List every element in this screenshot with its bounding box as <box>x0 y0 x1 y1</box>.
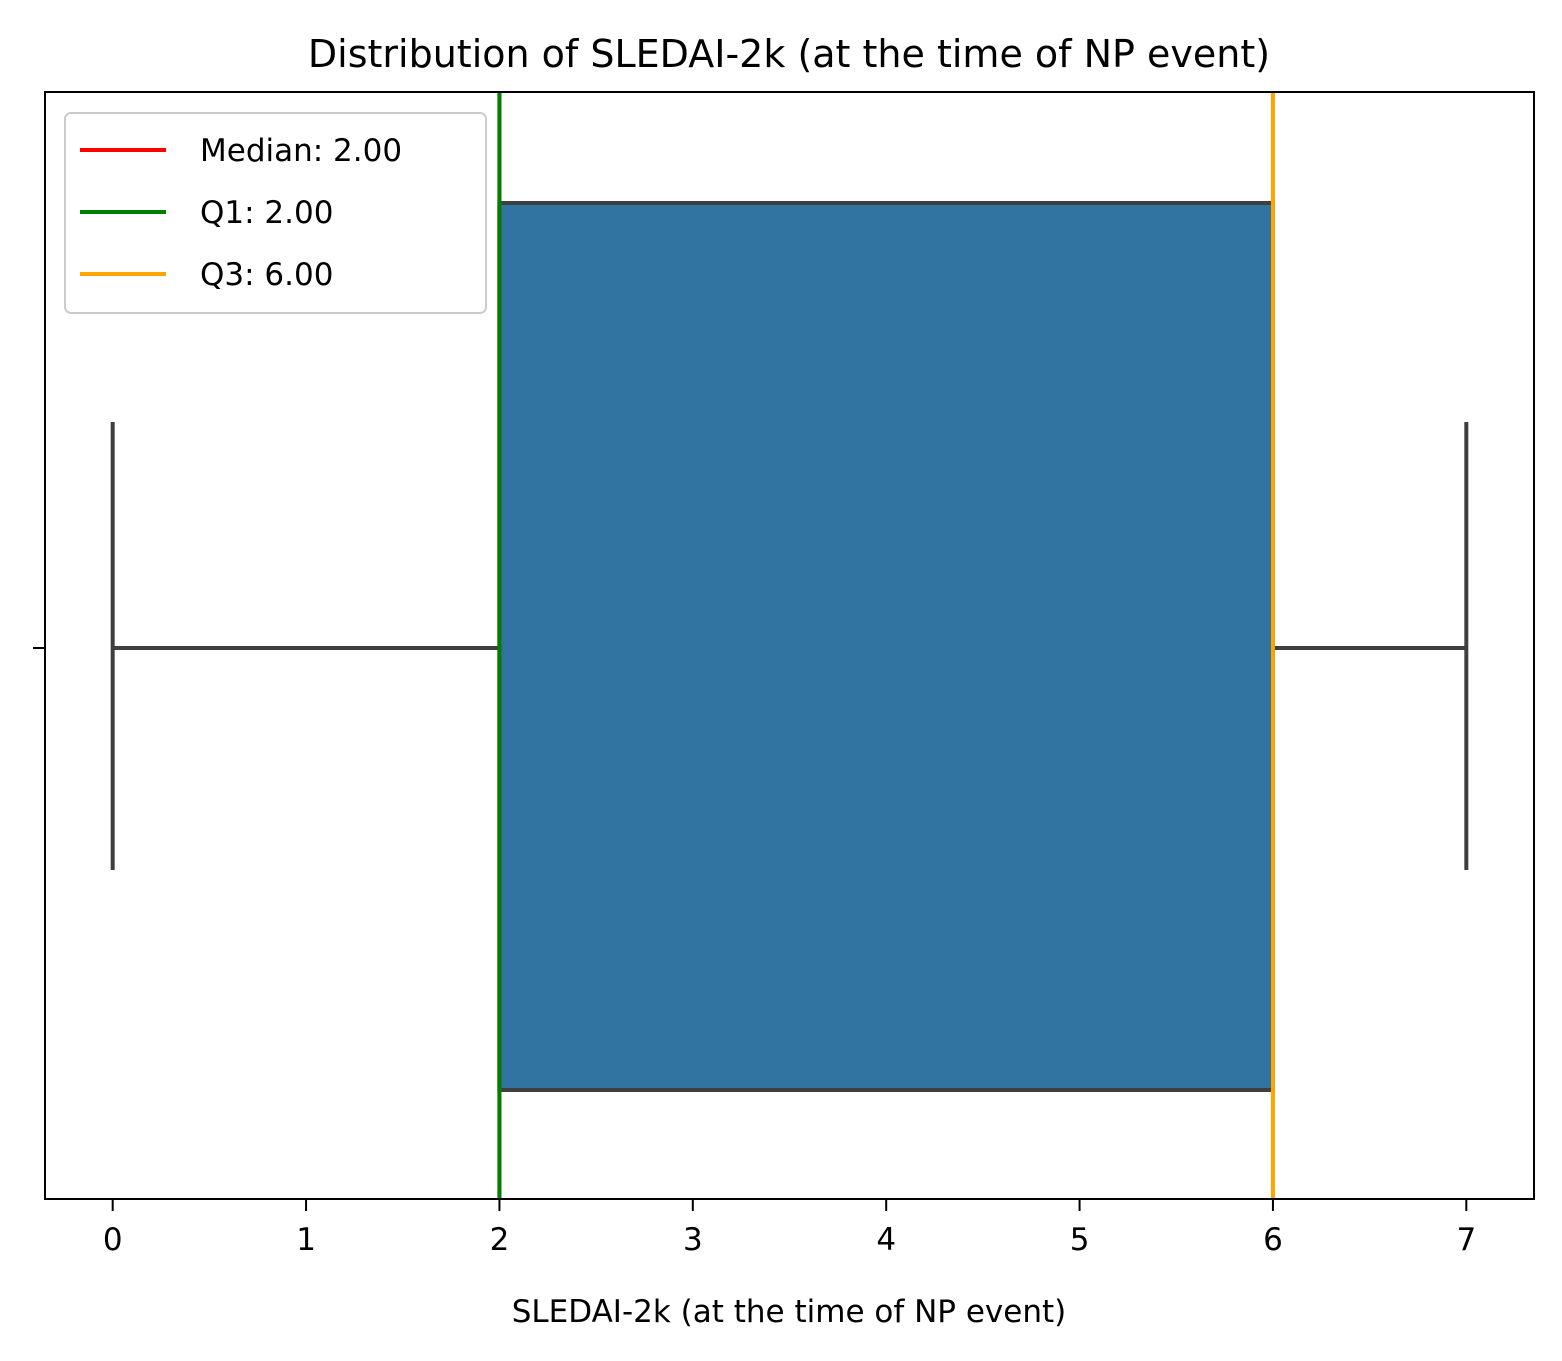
legend-label-0: Median: 2.00 <box>200 133 402 169</box>
box-group <box>110 92 1469 1199</box>
x-tick-label-3: 3 <box>683 1222 703 1258</box>
x-tick-label-1: 1 <box>296 1222 316 1258</box>
legend-frame <box>64 112 487 314</box>
x-tick-label-0: 0 <box>103 1222 123 1258</box>
chart-title: Distribution of SLEDAI-2k (at the time o… <box>308 32 1270 76</box>
legend-label-2: Q3: 6.00 <box>200 257 333 293</box>
x-axis: 0 1 2 3 4 5 6 7 <box>103 1199 1476 1258</box>
iqr-box <box>497 201 1275 1092</box>
plot-border <box>44 91 1535 1200</box>
x-tick-label-2: 2 <box>490 1222 510 1258</box>
plot-area <box>33 91 1535 1200</box>
x-tick-label-7: 7 <box>1456 1222 1476 1258</box>
x-tick-label-4: 4 <box>876 1222 896 1258</box>
x-axis-label: SLEDAI-2k (at the time of NP event) <box>512 1294 1067 1330</box>
legend-label-1: Q1: 2.00 <box>200 195 333 231</box>
legend: Median: 2.00 Q1: 2.00 Q3: 6.00 <box>64 112 487 314</box>
x-tick-label-6: 6 <box>1263 1222 1283 1258</box>
x-tick-label-5: 5 <box>1070 1222 1090 1258</box>
